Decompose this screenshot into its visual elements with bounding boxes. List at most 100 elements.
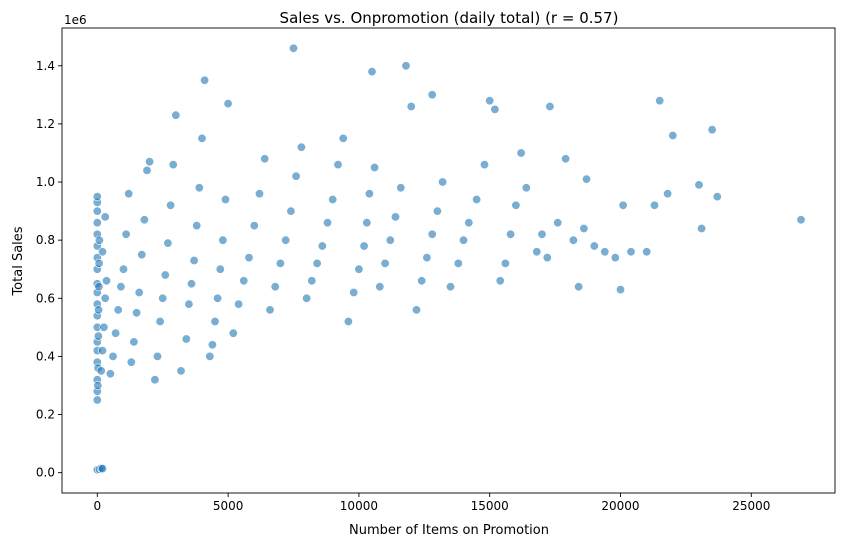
data-point: [98, 346, 108, 356]
data-point: [479, 160, 489, 170]
data-point: [94, 258, 104, 268]
data-point: [126, 357, 136, 367]
data-point: [111, 328, 121, 338]
x-axis-label: Number of Items on Promotion: [349, 523, 549, 538]
x-axis: 0 5000 10000 15000 20000 25000: [93, 493, 770, 513]
data-point: [265, 305, 275, 315]
data-point: [610, 253, 620, 263]
data-point: [163, 238, 173, 248]
y-tick-label: 0.2: [36, 408, 55, 422]
data-point: [406, 102, 416, 112]
data-point: [390, 212, 400, 222]
data-point: [307, 276, 317, 286]
data-point: [176, 366, 186, 376]
data-point: [338, 133, 348, 143]
data-point: [207, 340, 217, 350]
data-points: [92, 43, 806, 475]
data-point: [649, 200, 659, 210]
data-point: [239, 276, 249, 286]
data-point: [364, 189, 374, 199]
data-point: [200, 75, 210, 85]
data-point: [600, 247, 610, 257]
y-axis-label: Total Sales: [11, 226, 26, 296]
data-point: [500, 258, 510, 268]
data-point: [545, 102, 555, 112]
data-point: [707, 125, 717, 135]
data-point: [401, 61, 411, 71]
data-point: [506, 229, 516, 239]
data-point: [532, 247, 542, 257]
data-point: [210, 316, 220, 326]
y-tick-label: 1.4: [36, 59, 55, 73]
data-point: [796, 215, 806, 225]
y-tick-label: 0.4: [36, 349, 55, 363]
data-point: [618, 200, 628, 210]
data-point: [291, 171, 301, 181]
data-point: [697, 224, 707, 234]
data-point: [537, 229, 547, 239]
data-point: [275, 258, 285, 268]
y-tick-label: 1.0: [36, 175, 55, 189]
data-point: [132, 308, 142, 318]
data-point: [438, 177, 448, 187]
data-point: [153, 351, 163, 361]
data-point: [223, 99, 233, 109]
data-point: [349, 287, 359, 297]
chart-title: Sales vs. Onpromotion (daily total) (r =…: [280, 9, 619, 27]
data-point: [417, 276, 427, 286]
data-point: [94, 282, 104, 292]
y-tick-label: 0.8: [36, 233, 55, 247]
data-point: [333, 160, 343, 170]
data-point: [142, 165, 152, 175]
data-point: [472, 195, 482, 205]
data-point: [218, 235, 228, 245]
data-point: [92, 395, 102, 405]
data-point: [380, 258, 390, 268]
data-point: [249, 221, 259, 231]
data-point: [642, 247, 652, 257]
data-point: [134, 287, 144, 297]
data-point: [422, 253, 432, 263]
data-point: [579, 224, 589, 234]
data-point: [92, 192, 102, 202]
data-point: [105, 369, 115, 379]
data-point: [100, 293, 110, 303]
data-point: [396, 183, 406, 193]
data-point: [464, 218, 474, 228]
data-point: [712, 192, 722, 202]
data-point: [615, 285, 625, 295]
data-point: [568, 235, 578, 245]
data-point: [93, 380, 103, 390]
y-tick-label: 1.2: [36, 117, 55, 131]
data-point: [668, 131, 678, 141]
data-point: [375, 282, 385, 292]
data-point: [694, 180, 704, 190]
y-axis: 0.0 0.2 0.4 0.6 0.8 1.0 1.2 1.4: [36, 59, 62, 480]
data-point: [286, 206, 296, 216]
data-point: [359, 241, 369, 251]
data-point: [354, 264, 364, 274]
data-point: [145, 157, 155, 167]
data-point: [171, 110, 181, 120]
data-point: [155, 316, 165, 326]
data-point: [96, 366, 106, 376]
data-point: [302, 293, 312, 303]
data-point: [150, 375, 160, 385]
data-point: [343, 316, 353, 326]
data-point: [213, 293, 223, 303]
x-tick-label: 5000: [213, 499, 244, 513]
data-point: [93, 331, 103, 341]
y-tick-label: 0.6: [36, 291, 55, 305]
data-point: [184, 299, 194, 309]
data-point: [234, 299, 244, 309]
data-point: [116, 282, 126, 292]
data-point: [139, 215, 149, 225]
data-point: [158, 293, 168, 303]
data-point: [181, 334, 191, 344]
plot-area: [61, 27, 836, 494]
data-point: [98, 247, 108, 257]
data-point: [255, 189, 265, 199]
data-point: [322, 218, 332, 228]
data-point: [574, 282, 584, 292]
y-offset-label: 1e6: [64, 13, 87, 27]
